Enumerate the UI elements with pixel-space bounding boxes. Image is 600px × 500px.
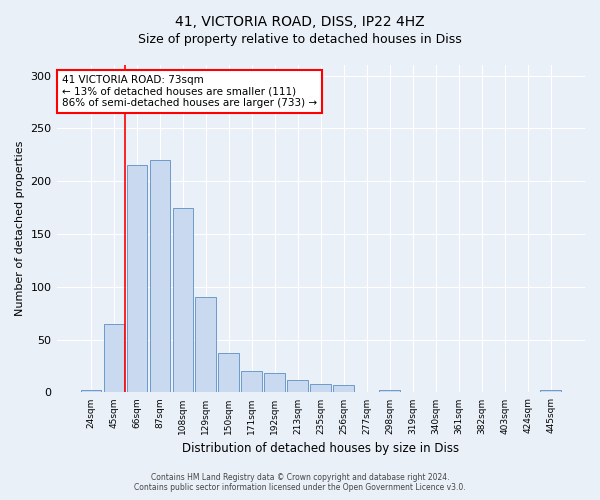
Bar <box>265 374 285 392</box>
Bar <box>379 390 400 392</box>
Y-axis label: Number of detached properties: Number of detached properties <box>15 141 25 316</box>
Bar <box>196 298 216 392</box>
Text: Size of property relative to detached houses in Diss: Size of property relative to detached ho… <box>138 32 462 46</box>
Bar <box>218 354 239 393</box>
Bar <box>334 385 354 392</box>
Bar <box>540 390 561 392</box>
Bar <box>80 390 101 392</box>
Bar <box>173 208 193 392</box>
Bar <box>104 324 124 392</box>
Text: 41 VICTORIA ROAD: 73sqm
← 13% of detached houses are smaller (111)
86% of semi-d: 41 VICTORIA ROAD: 73sqm ← 13% of detache… <box>62 75 317 108</box>
Text: Contains HM Land Registry data © Crown copyright and database right 2024.
Contai: Contains HM Land Registry data © Crown c… <box>134 473 466 492</box>
X-axis label: Distribution of detached houses by size in Diss: Distribution of detached houses by size … <box>182 442 460 455</box>
Bar <box>287 380 308 392</box>
Text: 41, VICTORIA ROAD, DISS, IP22 4HZ: 41, VICTORIA ROAD, DISS, IP22 4HZ <box>175 15 425 29</box>
Bar <box>149 160 170 392</box>
Bar <box>241 372 262 392</box>
Bar <box>310 384 331 392</box>
Bar <box>127 166 147 392</box>
